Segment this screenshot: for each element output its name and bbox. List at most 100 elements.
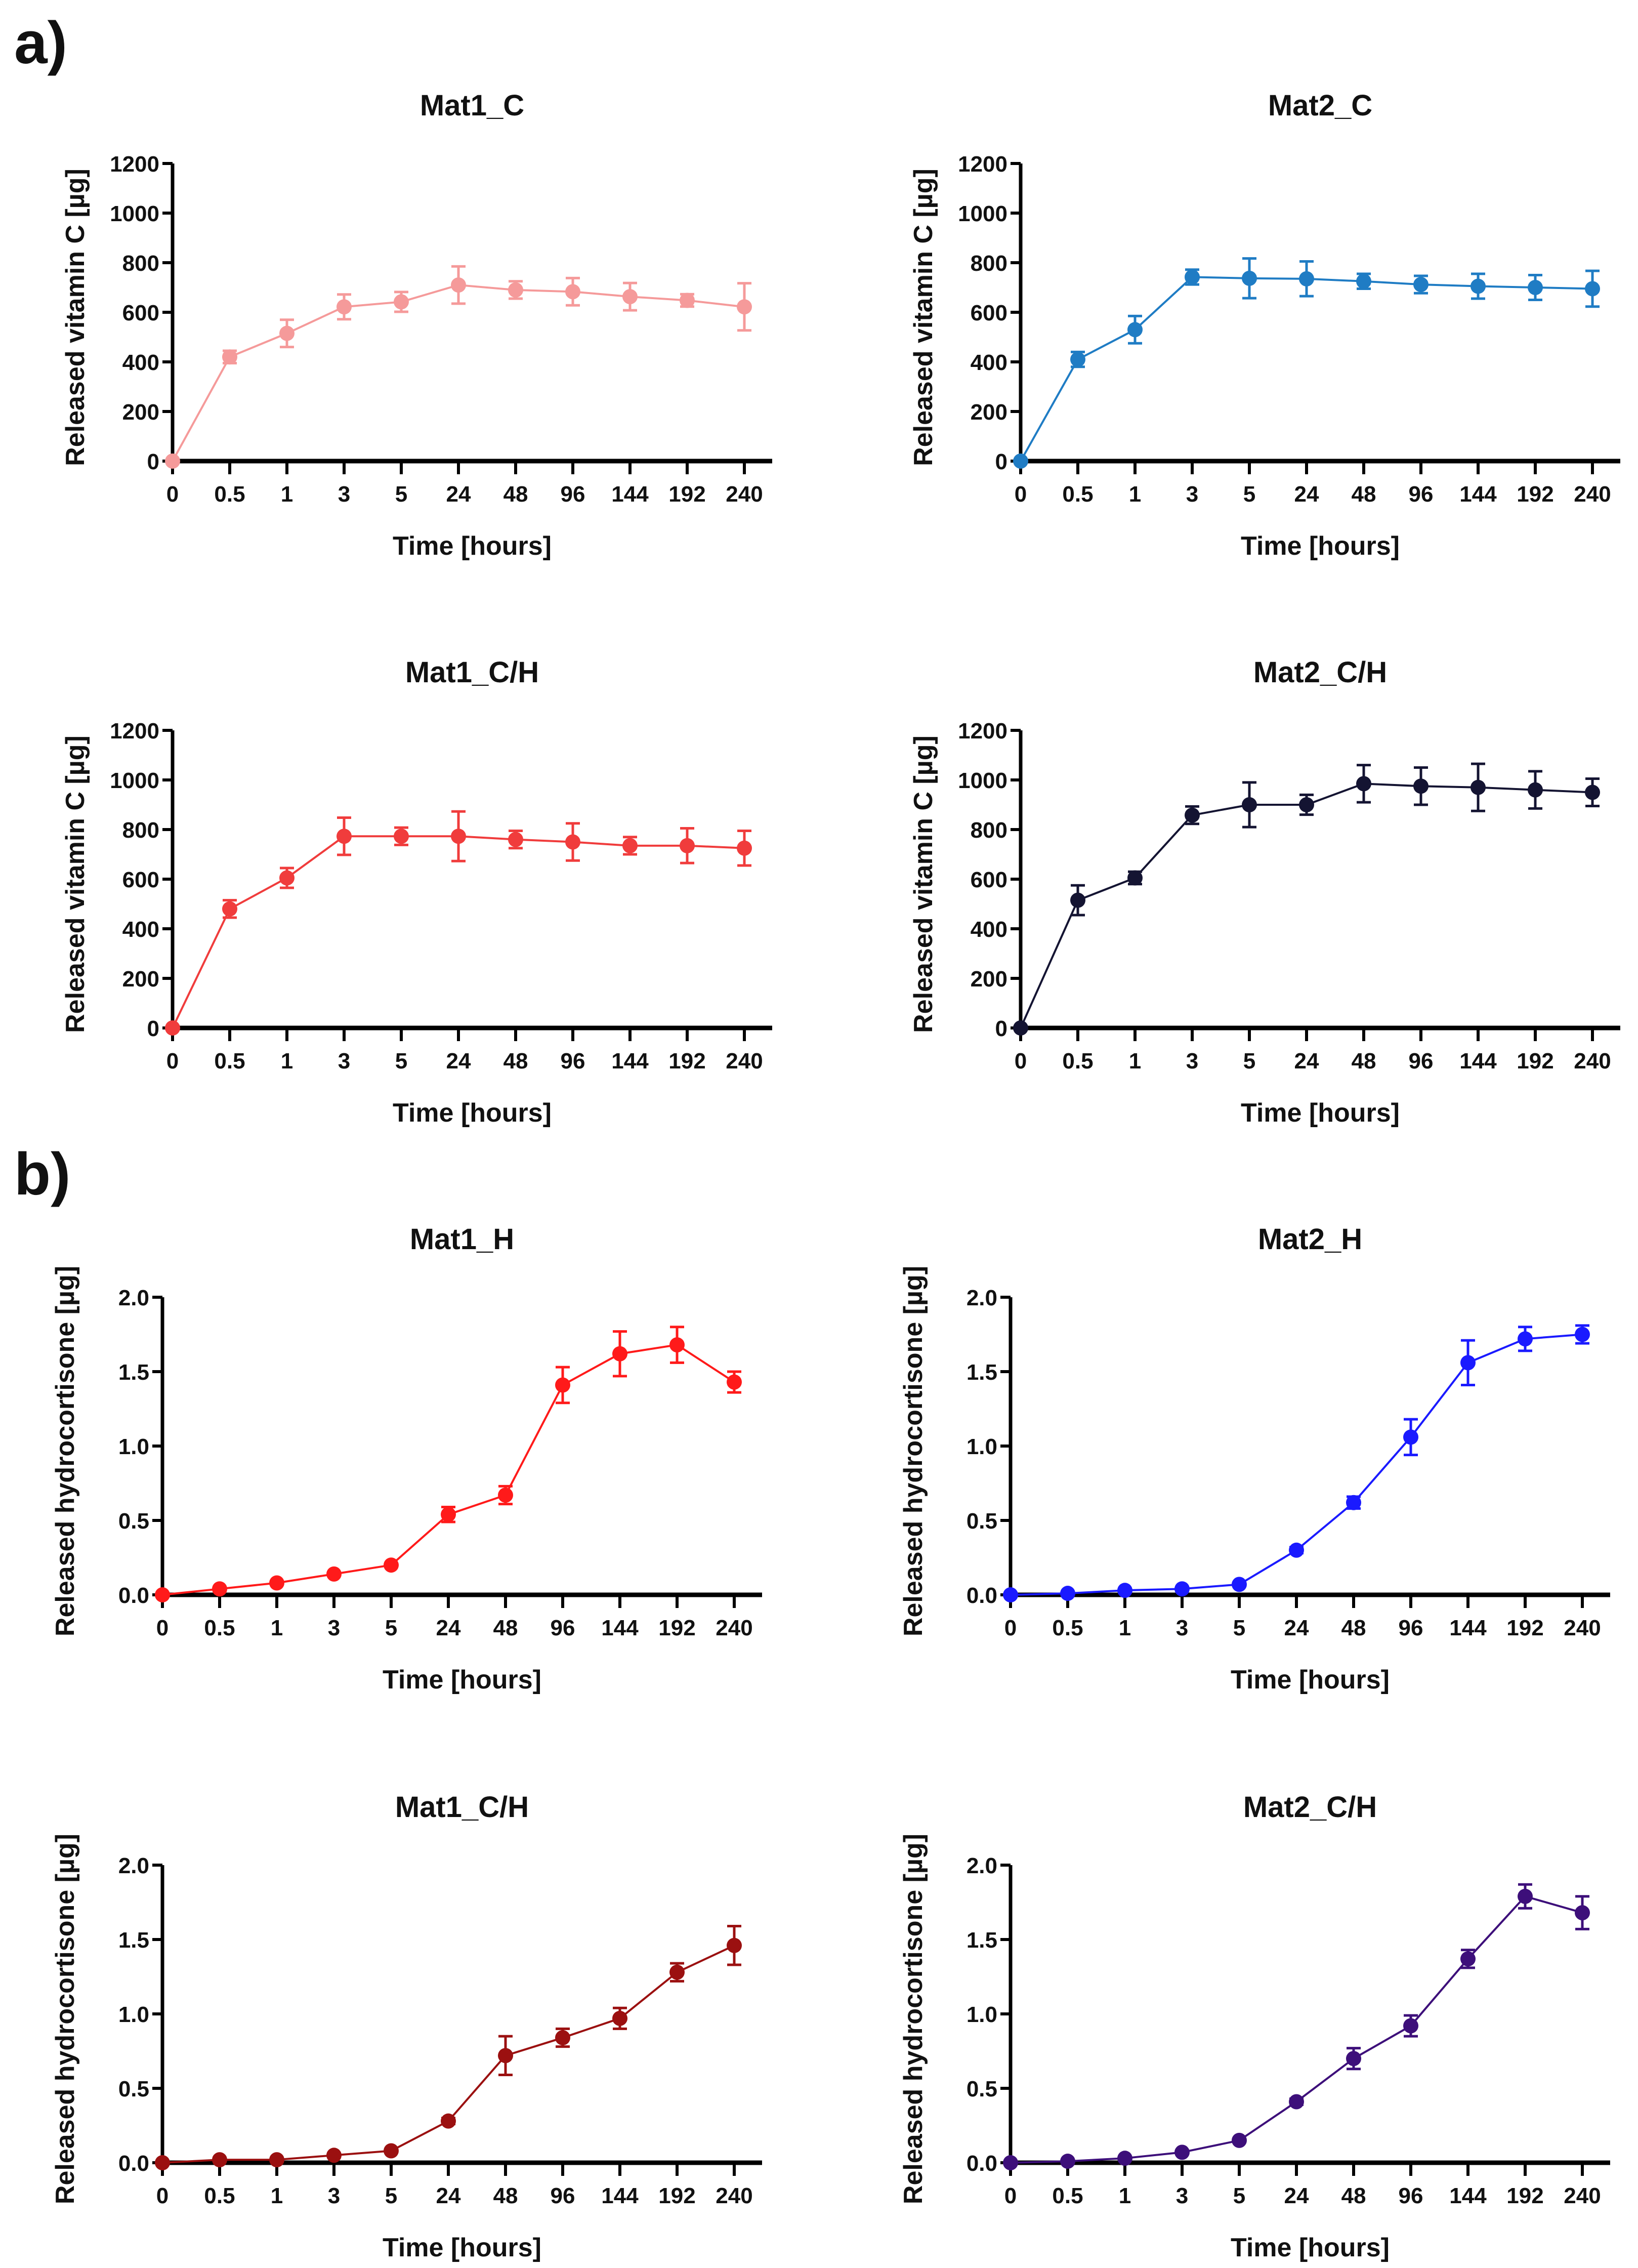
- x-tick-label: 96: [1409, 1049, 1434, 1074]
- data-point: [384, 1557, 399, 1573]
- x-tick-label: 3: [328, 2183, 340, 2208]
- data-point: [669, 1337, 685, 1353]
- x-tick-label: 3: [338, 482, 350, 507]
- chart-panel-4: Mat2_C/H 0 200 400 600 800 1000 1200 0 0.5 1 3 5 24 48…: [909, 656, 1620, 1128]
- data-point: [384, 2143, 399, 2159]
- data-point: [1403, 1429, 1418, 1445]
- data-point: [337, 829, 352, 844]
- chart-panel-1: Mat1_C 0 200 400 600 800 1000 1200 0 0.5 1 3 5 24 48 96…: [61, 89, 772, 561]
- x-axis-label: Time [hours]: [393, 1098, 552, 1128]
- y-tick-label: 2.0: [118, 1286, 149, 1310]
- x-tick-label: 96: [561, 1049, 585, 1074]
- x-tick-label: 48: [503, 1049, 528, 1074]
- data-point: [622, 289, 638, 305]
- chart-title: Mat2_C/H: [1243, 1791, 1377, 1824]
- x-tick-label: 5: [385, 2183, 397, 2208]
- data-point: [622, 838, 638, 853]
- x-tick-label: 96: [551, 1616, 575, 1640]
- y-axis-label: Released hydrocortisone [µg]: [899, 1266, 928, 1636]
- x-tick-label: 1: [281, 1049, 293, 1074]
- x-axis-label: Time [hours]: [1241, 531, 1400, 561]
- x-tick-label: 240: [716, 1616, 752, 1640]
- data-point: [1242, 797, 1257, 812]
- chart-title: Mat1_H: [410, 1223, 514, 1256]
- y-axis-label: Released hydrocortisone [µg]: [51, 1266, 80, 1636]
- data-point: [1174, 2145, 1190, 2160]
- data-point: [279, 870, 295, 886]
- x-tick-label: 0: [1015, 1049, 1027, 1074]
- x-tick-label: 144: [601, 2183, 639, 2208]
- x-tick-label: 96: [551, 2183, 575, 2208]
- y-axis-label: Released hydrocortisone [µg]: [51, 1834, 80, 2204]
- x-tick-label: 0: [166, 482, 179, 507]
- data-point: [1117, 2151, 1132, 2166]
- data-point: [1585, 281, 1600, 297]
- data-point: [394, 829, 409, 844]
- x-tick-label: 0.5: [204, 1616, 235, 1640]
- y-tick-label: 400: [122, 350, 159, 375]
- chart-panel-2: Mat2_C 0 200 400 600 800 1000 1200 0 0.5 1 3 5 24 48 96…: [909, 89, 1620, 561]
- data-point: [1471, 779, 1486, 795]
- x-tick-label: 0: [1004, 1616, 1017, 1640]
- x-tick-label: 144: [1449, 2183, 1487, 2208]
- x-tick-label: 24: [446, 1049, 471, 1074]
- chart-panel-6: Mat2_H 0.0 0.5 1.0 1.5 2.0 0 0.5 1 3 5 24 48 96 144 192…: [899, 1223, 1610, 1695]
- x-tick-label: 3: [328, 1616, 340, 1640]
- y-tick-label: 0.0: [118, 2151, 149, 2176]
- data-point: [1528, 782, 1543, 798]
- y-tick-label: 1200: [110, 719, 159, 744]
- y-axis-label: Released vitamin C [µg]: [61, 735, 90, 1033]
- series-line: [172, 284, 745, 462]
- x-tick-label: 240: [726, 1049, 763, 1074]
- y-tick-label: 600: [971, 868, 1007, 892]
- y-tick-label: 1.5: [967, 1928, 997, 1953]
- data-point: [1013, 453, 1028, 469]
- y-tick-label: 1000: [958, 201, 1007, 226]
- data-point: [441, 1507, 456, 1522]
- y-tick-label: 800: [122, 818, 159, 843]
- y-tick-label: 0.5: [967, 1509, 997, 1534]
- y-tick-label: 1.5: [118, 1360, 149, 1385]
- x-tick-label: 24: [436, 2183, 461, 2208]
- x-tick-label: 0.5: [214, 1049, 245, 1074]
- data-point: [1346, 1495, 1361, 1510]
- y-tick-label: 1.0: [118, 2002, 149, 2027]
- x-tick-label: 144: [1459, 1049, 1497, 1074]
- series-line: [1010, 1895, 1583, 2164]
- x-tick-label: 240: [1564, 2183, 1601, 2208]
- data-point: [1174, 1581, 1190, 1597]
- x-tick-label: 3: [1186, 1049, 1198, 1074]
- y-axis-label: Released vitamin C [µg]: [909, 169, 938, 466]
- x-tick-label: 1: [271, 2183, 283, 2208]
- x-tick-label: 48: [503, 482, 528, 507]
- x-axis-label: Time [hours]: [1241, 1098, 1400, 1128]
- data-point: [1346, 2051, 1361, 2067]
- data-point: [1070, 892, 1085, 908]
- data-point: [612, 1346, 627, 1362]
- x-tick-label: 192: [668, 482, 705, 507]
- y-tick-label: 200: [122, 400, 159, 425]
- y-tick-label: 200: [122, 967, 159, 992]
- y-tick-label: 2.0: [118, 1853, 149, 1878]
- y-tick-label: 800: [971, 818, 1007, 843]
- x-tick-label: 192: [1506, 1616, 1543, 1640]
- x-tick-label: 3: [1176, 2183, 1188, 2208]
- data-point: [1518, 1331, 1533, 1347]
- y-tick-label: 0.5: [118, 1509, 149, 1534]
- y-axis-label: Released hydrocortisone [µg]: [899, 1834, 928, 2204]
- data-point: [1299, 271, 1314, 286]
- y-tick-label: 600: [122, 868, 159, 892]
- data-point: [737, 299, 752, 315]
- x-tick-label: 0.5: [214, 482, 245, 507]
- data-point: [1585, 785, 1600, 800]
- x-tick-label: 5: [385, 1616, 397, 1640]
- x-tick-label: 144: [1459, 482, 1497, 507]
- data-point: [1460, 1951, 1476, 1967]
- x-tick-label: 24: [446, 482, 471, 507]
- x-axis-label: Time [hours]: [1231, 2233, 1390, 2262]
- data-point: [1127, 322, 1143, 338]
- data-point: [1003, 1587, 1018, 1602]
- chart-title: Mat2_H: [1258, 1223, 1362, 1256]
- data-point: [212, 2152, 227, 2168]
